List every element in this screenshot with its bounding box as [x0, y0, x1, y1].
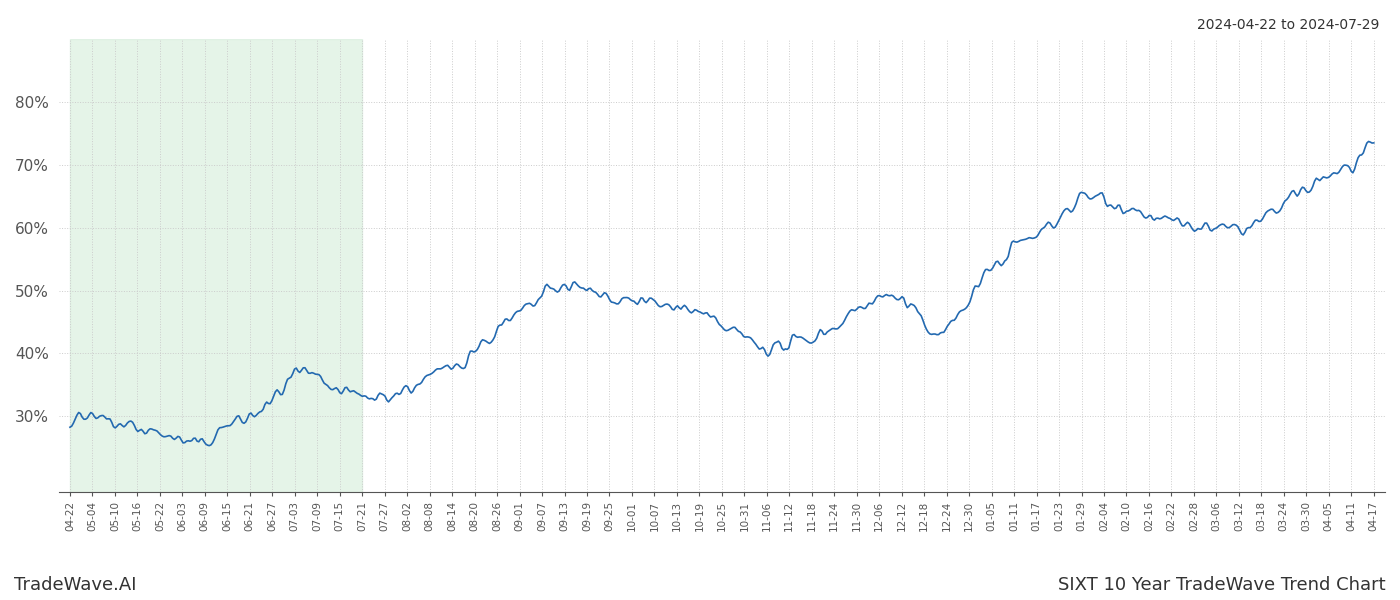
Text: TradeWave.AI: TradeWave.AI [14, 576, 137, 594]
Text: 2024-04-22 to 2024-07-29: 2024-04-22 to 2024-07-29 [1197, 18, 1379, 32]
Bar [70, 39, 363, 492]
Text: SIXT 10 Year TradeWave Trend Chart: SIXT 10 Year TradeWave Trend Chart [1058, 576, 1386, 594]
